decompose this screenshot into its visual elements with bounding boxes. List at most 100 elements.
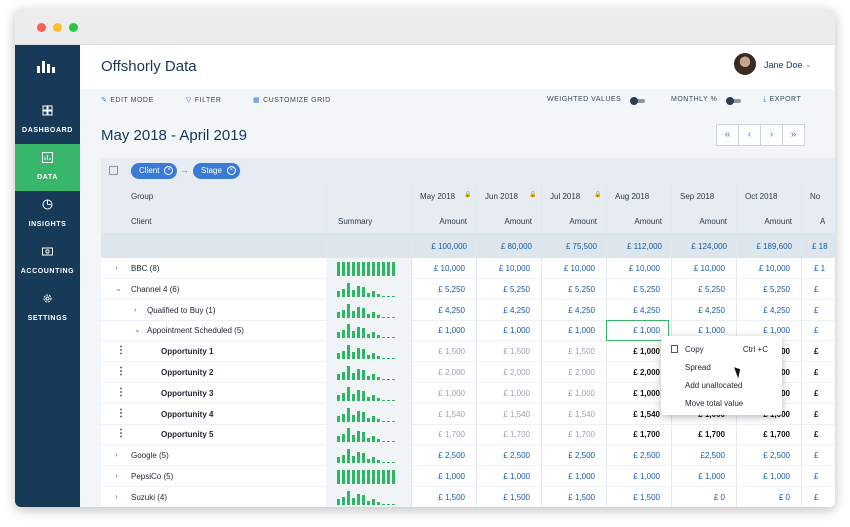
chevron-down-icon[interactable]: ⌄ [805,60,812,69]
amount-cell[interactable]: £ 1,700 [568,430,595,440]
amount-cell[interactable]: £ 1,000 [698,326,725,336]
amount-cell[interactable]: £ 2,500 [763,451,790,461]
row-menu-icon[interactable]: ⋮ [116,428,126,440]
month-header[interactable]: No [810,192,821,201]
month-header[interactable]: Aug 2018 [615,192,650,201]
amount-cell[interactable]: £ 1,000 [503,326,530,336]
amount-cell[interactable]: £ 1,000 [503,472,530,481]
amount-cell[interactable]: £ 2,500 [438,451,465,461]
maximize-window-button[interactable] [69,23,78,32]
chevron-right-icon[interactable]: › [115,263,118,272]
list-icon[interactable] [109,166,118,175]
amount-cell[interactable]: £ 1,500 [568,492,595,502]
amount-cell[interactable]: £ 1,500 [438,347,465,357]
remove-chip-icon[interactable]: × [164,166,174,175]
amount-cell[interactable]: £ 1,500 [503,347,530,357]
chip-client[interactable]: Client × [131,163,178,179]
amount-cell[interactable]: £ [814,326,819,336]
amount-cell[interactable]: £ 2,500 [503,451,530,461]
minimize-window-button[interactable] [53,23,62,32]
amount-cell[interactable]: £ 1,000 [438,326,465,336]
menu-item-add-unallocated[interactable]: Add unallocated [685,381,743,390]
amount-cell[interactable]: £ 5,250 [698,284,725,294]
weighted-values-toggle[interactable] [630,97,645,105]
remove-chip-icon[interactable]: × [226,166,236,175]
month-header[interactable]: Jul 2018 [550,192,581,201]
amount-cell[interactable]: £ 1,700 [503,430,530,440]
amount-cell[interactable]: £ 1,000 [633,472,660,481]
amount-cell[interactable]: £ 1,000 [763,326,790,336]
table-row[interactable]: › Suzuki (4) £ 1,500 £ 1,500 £ 1,500 £ 1,500 £… [101,486,835,507]
amount-cell[interactable]: £ 10,000 [628,264,660,273]
amount-cell[interactable]: £ [814,451,819,461]
amount-cell[interactable]: £ 2,000 [503,368,530,377]
sidebar-item-insights[interactable]: INSIGHTS [15,191,80,238]
table-row[interactable]: › Google (5) £ 2,500 £ 2,500 £ 2,500 £ 2,500 £… [101,445,835,467]
month-header[interactable]: Sep 2018 [680,192,715,201]
amount-cell[interactable]: £ 10,000 [498,264,530,273]
amount-cell[interactable]: £ [814,284,819,294]
table-row[interactable]: ⌄ Channel 4 (6) £ 5,250 £ 5,250 £ 5,250 £ 5,2… [101,278,835,300]
month-header[interactable]: May 2018 [420,192,456,201]
amount-cell[interactable]: £ 1,700 [698,430,725,440]
amount-cell[interactable]: £ 2,500 [568,451,595,461]
menu-item-move-total-value[interactable]: Move total value [685,399,744,408]
month-header[interactable]: Jun 2018 [485,192,518,201]
sidebar-item-dashboard[interactable]: DASHBOARD [15,97,80,144]
month-header[interactable]: Oct 2018 [745,192,778,201]
amount-cell[interactable]: £ 2,000 [633,368,660,377]
amount-cell[interactable]: £ [814,368,819,377]
amount-cell[interactable]: £ [814,492,819,502]
amount-cell[interactable]: £ 1,000 [438,472,465,481]
amount-cell[interactable]: £ 5,250 [503,284,530,294]
table-row[interactable]: ⋮ Opportunity 5 £ 1,700 £ 1,700 £ 1,700 £ 1,7… [101,424,835,446]
amount-cell[interactable]: £ 1,000 [438,388,465,398]
amount-cell[interactable]: £ 1,700 [438,430,465,440]
edit-mode-button[interactable]: ✎ EDIT MODE [101,96,154,104]
row-menu-icon[interactable]: ⋮ [116,345,126,357]
amount-cell[interactable]: £ [814,472,819,481]
amount-cell[interactable]: £ 1,000 [698,472,725,481]
amount-cell[interactable]: £ 4,250 [568,305,595,315]
amount-cell[interactable]: £ 10,000 [693,264,725,273]
amount-cell[interactable]: £ 1,000 [568,326,595,336]
row-menu-icon[interactable]: ⋮ [116,366,126,377]
amount-cell[interactable]: £ [814,347,819,357]
amount-cell[interactable]: £ 2,000 [568,368,595,377]
filter-button[interactable]: ▽ FILTER [186,96,222,104]
chevron-right-icon[interactable]: › [115,450,118,460]
amount-cell[interactable]: £ 1,000 [633,326,660,336]
amount-cell[interactable]: £ [814,388,819,398]
amount-cell[interactable]: £ 10,000 [758,264,790,273]
user-name[interactable]: Jane Doe [764,60,803,70]
sidebar-item-accounting[interactable]: ACCOUNTING [15,238,80,285]
amount-cell[interactable]: £ 5,250 [438,284,465,294]
amount-cell[interactable]: £ 1,540 [503,409,530,419]
amount-cell[interactable]: £ 1,500 [568,347,595,357]
amount-cell[interactable]: £ [814,305,819,315]
row-menu-icon[interactable]: ⋮ [116,386,126,398]
amount-cell[interactable]: £ 2,000 [438,368,465,377]
amount-cell[interactable]: £ [814,409,819,419]
amount-cell[interactable]: £2,500 [700,451,725,461]
amount-cell[interactable]: £ 0 [713,492,725,502]
chevron-down-icon[interactable]: ⌄ [115,283,122,293]
amount-cell[interactable]: £ [814,430,819,440]
customize-grid-button[interactable]: ▦ CUSTOMIZE GRID [253,96,331,104]
amount-cell[interactable]: £ 10,000 [563,264,595,273]
row-menu-icon[interactable]: ⋮ [116,407,126,419]
amount-cell[interactable]: £ 1 [814,264,826,273]
table-row[interactable]: › BBC (8) £ 10,000 £ 10,000 £ 10,000 £ 10,000… [101,258,835,279]
amount-cell[interactable]: £ 1,000 [503,388,530,398]
amount-cell[interactable]: £ 1,500 [438,492,465,502]
amount-cell[interactable]: £ 4,250 [698,305,725,315]
amount-cell[interactable]: £ 1,000 [633,347,660,357]
amount-cell[interactable]: £ 1,700 [633,430,660,440]
prev-page-button[interactable]: ‹ [738,124,761,146]
monthly-percent-toggle[interactable] [726,97,741,105]
amount-cell[interactable]: £ 5,250 [763,284,790,294]
amount-cell[interactable]: £ 0 [778,492,790,502]
chevron-right-icon[interactable]: › [115,471,118,480]
amount-cell[interactable]: £ 5,250 [568,284,595,294]
table-row[interactable]: › PepsiCo (5) £ 1,000 £ 1,000 £ 1,000 £ 1,000… [101,466,835,487]
